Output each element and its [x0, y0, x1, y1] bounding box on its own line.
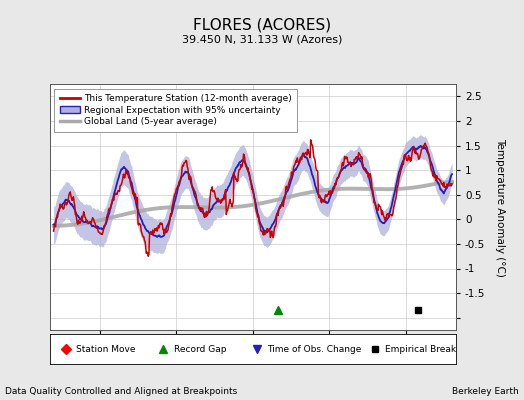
Text: Station Move: Station Move: [76, 344, 136, 354]
Text: Data Quality Controlled and Aligned at Breakpoints: Data Quality Controlled and Aligned at B…: [5, 387, 237, 396]
Y-axis label: Temperature Anomaly (°C): Temperature Anomaly (°C): [495, 138, 505, 276]
Text: FLORES (ACORES): FLORES (ACORES): [193, 18, 331, 33]
Legend: This Temperature Station (12-month average), Regional Expectation with 95% uncer: This Temperature Station (12-month avera…: [54, 88, 297, 132]
Text: Time of Obs. Change: Time of Obs. Change: [267, 344, 362, 354]
Text: Empirical Break: Empirical Break: [385, 344, 456, 354]
Text: 39.450 N, 31.133 W (Azores): 39.450 N, 31.133 W (Azores): [182, 34, 342, 44]
Text: Record Gap: Record Gap: [173, 344, 226, 354]
Text: Berkeley Earth: Berkeley Earth: [452, 387, 519, 396]
